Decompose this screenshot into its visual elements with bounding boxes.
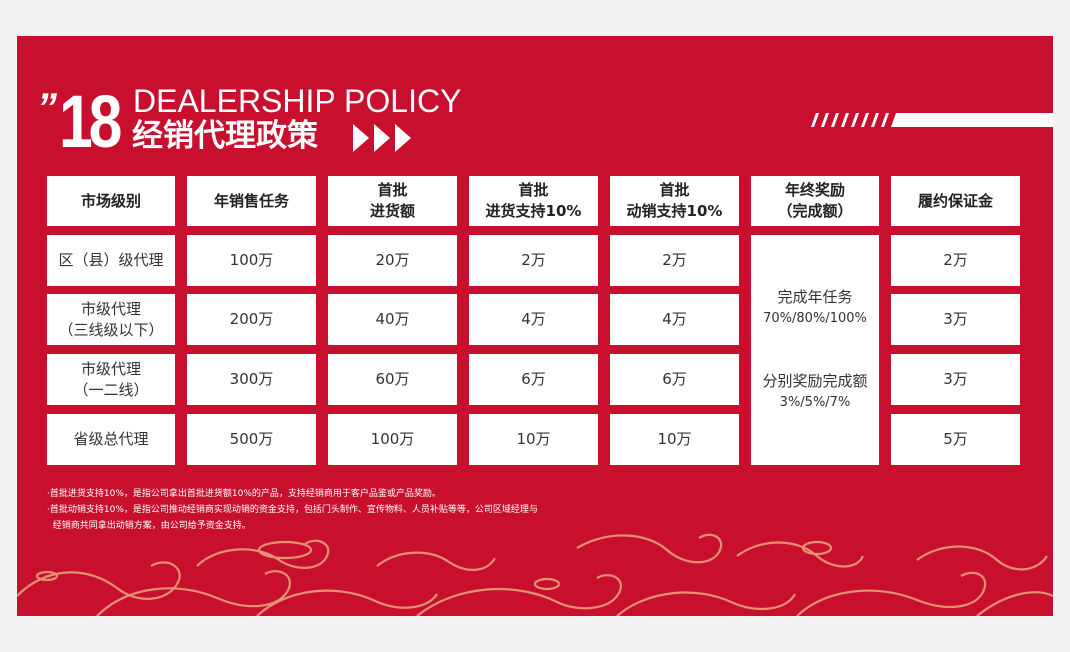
cell-task: 500万 [187,414,316,465]
header-annual-task: 年销售任务 [187,176,316,226]
triple-arrow-icon [353,124,411,152]
cell-sales-support: 6万 [610,354,739,405]
cell-deposit: 2万 [891,235,1020,286]
cell-stock-support: 10万 [469,414,598,465]
footnotes: ·首批进货支持10%，是指公司拿出首批进货额10%的产品，支持经销商用于客户品鉴… [47,486,538,534]
stripe-bar-decoration [811,113,1053,127]
cell-sales-support: 2万 [610,235,739,286]
cell-sales-support: 4万 [610,294,739,345]
cell-task: 300万 [187,354,316,405]
cell-deposit: 3万 [891,354,1020,405]
header-year-end-reward: 年终奖励 （完成额） [751,176,879,226]
header-first-order: 首批 进货额 [328,176,457,226]
cloud-wave-pattern [17,533,1053,616]
title-chinese: 经销代理政策 [132,118,318,154]
cell-stock-support: 6万 [469,354,598,405]
cell-first-order: 100万 [328,414,457,465]
header-stock-support: 首批 进货支持10% [469,176,598,226]
cell-stock-support: 4万 [469,294,598,345]
policy-slide: ” 18 DEALERSHIP POLICY 经销代理政策 市场级别 年销售任务… [17,36,1053,616]
section-number: 18 [59,80,122,163]
cell-first-order: 40万 [328,294,457,345]
cell-level: 省级总代理 [47,414,175,465]
cell-task: 100万 [187,235,316,286]
quote-mark: ” [37,86,57,130]
cell-stock-support: 2万 [469,235,598,286]
header-deposit: 履约保证金 [891,176,1020,226]
cell-level: 市级代理 （一二线） [47,354,175,405]
title-english: DEALERSHIP POLICY [133,83,462,119]
cell-deposit: 3万 [891,294,1020,345]
cell-level: 市级代理 （三线级以下） [47,294,175,345]
header-sales-support: 首批 动销支持10% [610,176,739,226]
cell-first-order: 60万 [328,354,457,405]
cell-task: 200万 [187,294,316,345]
footnote-line: ·首批动销支持10%，是指公司推动经销商实现动销的资金支持，包括门头制作、宣传物… [47,505,538,515]
header-market-level: 市场级别 [47,176,175,226]
cell-sales-support: 10万 [610,414,739,465]
cell-first-order: 20万 [328,235,457,286]
footnote-line: ·首批进货支持10%，是指公司拿出首批进货额10%的产品，支持经销商用于客户品鉴… [47,489,441,499]
cell-year-end-reward: 完成年任务 70%/80%/100% 分别奖励完成额 3%/5%/7% [751,235,879,465]
footnote-line: 经销商共同拿出动销方案，由公司给予资金支持。 [47,521,251,531]
cell-deposit: 5万 [891,414,1020,465]
cell-level: 区（县）级代理 [47,235,175,286]
